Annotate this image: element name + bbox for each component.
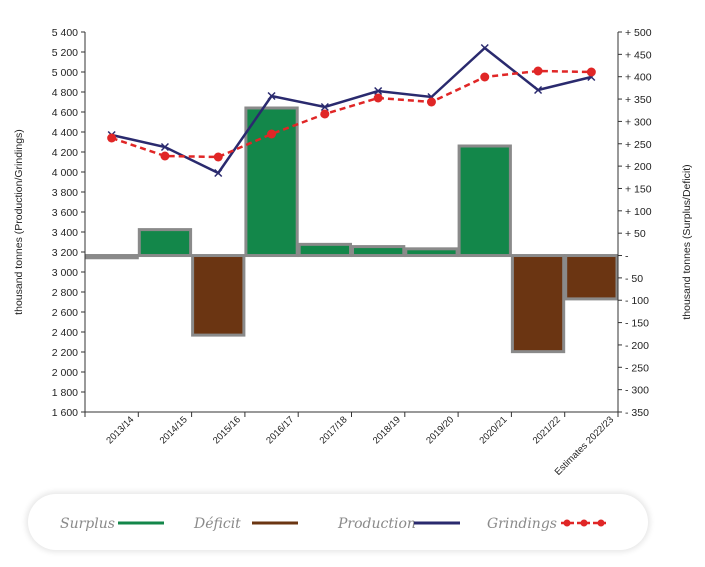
right-tick-label: + 250 [625, 139, 652, 151]
grindings-point-5 [320, 109, 330, 119]
grindings-point-9 [533, 66, 543, 76]
left-tick-label: 4 600 [52, 107, 78, 119]
right-tick-label: + 350 [625, 94, 652, 106]
production-line [111, 46, 592, 175]
left-tick-label: 3 200 [52, 247, 78, 259]
left-tick-label: 1 600 [52, 407, 78, 419]
right-tick-label: - 350 [625, 407, 649, 419]
right-tick-label: - 250 [625, 362, 649, 374]
category-label: 2015/16 [211, 414, 243, 446]
right-tick-label: + 500 [625, 27, 652, 39]
category-label: 2013/14 [104, 414, 136, 446]
left-tick-label: 5 400 [52, 27, 78, 39]
left-tick-label: 2 600 [52, 307, 78, 319]
grindings-point-2 [160, 151, 170, 161]
production-point-2 [160, 142, 169, 152]
axes [81, 31, 622, 417]
category-label: 2019/20 [424, 414, 456, 446]
category-label: 2016/17 [264, 414, 296, 446]
grindings-point-3 [213, 152, 223, 162]
legend-swatch-production [414, 521, 460, 525]
balance-bar-1 [84, 254, 139, 260]
left-tick-label: 4 200 [52, 147, 78, 159]
left-tick-label: 5 200 [52, 47, 78, 59]
legend-label-grindings: Grindings [487, 516, 557, 532]
balance-bar-6 [351, 245, 406, 258]
left-tick-label: 4 800 [52, 87, 78, 99]
balance-bar-8 [457, 144, 512, 258]
production-point-6 [374, 86, 383, 96]
category-label: 2020/21 [477, 414, 509, 446]
right-tick-label: + 400 [625, 72, 652, 84]
left-tick-label: 3 800 [52, 187, 78, 199]
legend-label-dficit: Déficit [194, 516, 241, 532]
balance-bar-7 [404, 247, 459, 258]
category-label: Estimates 2022/23 [553, 414, 616, 477]
category-label: 2014/15 [158, 414, 190, 446]
balance-bars [84, 106, 619, 354]
left-axis-title: thousand tonnes (Production/Grindings) [13, 129, 25, 315]
left-tick-label: 2 800 [52, 287, 78, 299]
balance-bar-2 [137, 228, 193, 258]
legend-label-surplus: Surplus [60, 516, 115, 532]
legend-label-production: Production [338, 516, 416, 532]
grindings-point-8 [480, 72, 490, 82]
left-tick-label: 2 000 [52, 367, 78, 379]
left-tick-label: 5 000 [52, 67, 78, 79]
grindings-point-7 [426, 97, 436, 107]
balance-bar-3 [191, 254, 246, 337]
left-tick-label: 2 400 [52, 327, 78, 339]
category-label: 2018/19 [371, 414, 403, 446]
left-tick-label: 3 600 [52, 207, 78, 219]
grindings-point-10 [586, 67, 596, 77]
left-tick-label: 2 200 [52, 347, 78, 359]
right-tick-label: + 150 [625, 183, 652, 195]
right-tick-label: + 300 [625, 116, 652, 128]
right-tick-label: - 100 [625, 295, 649, 307]
right-tick-label: - 200 [625, 340, 649, 352]
grindings-point-1 [107, 133, 117, 143]
category-label: 2021/22 [531, 414, 563, 446]
right-tick-label: + 200 [625, 161, 652, 173]
production-point-4 [267, 91, 276, 101]
production-point-9 [534, 85, 543, 95]
right-axis-title: thousand tonnes (Surplus/Deficit) [681, 164, 693, 319]
legend-swatch-grindings [561, 519, 607, 527]
legend-swatch-dficit [252, 521, 298, 525]
left-tick-label: 4 400 [52, 127, 78, 139]
production-point-3 [214, 168, 223, 178]
left-tick-label: 4 000 [52, 167, 78, 179]
series-lines [107, 43, 596, 178]
legend-swatch-surplus [118, 521, 164, 525]
grindings-point-6 [373, 93, 383, 103]
right-tick-label: - 150 [625, 318, 649, 330]
balance-bar-9 [510, 254, 566, 354]
grindings-point-4 [267, 129, 277, 139]
balance-bar-5 [297, 242, 353, 258]
balance-bar-10 [564, 254, 619, 301]
right-tick-label: + 100 [625, 206, 652, 218]
right-tick-label: - 300 [625, 385, 649, 397]
grindings-line [111, 69, 592, 159]
right-tick-label: - [625, 251, 629, 263]
left-tick-label: 1 800 [52, 387, 78, 399]
left-tick-label: 3 000 [52, 267, 78, 279]
category-label: 2017/18 [318, 414, 350, 446]
right-tick-label: + 50 [625, 228, 646, 240]
production-point-8 [480, 43, 489, 53]
left-tick-label: 3 400 [52, 227, 78, 239]
right-tick-label: - 50 [625, 273, 643, 285]
production-point-5 [320, 102, 329, 112]
right-tick-label: + 450 [625, 49, 652, 61]
